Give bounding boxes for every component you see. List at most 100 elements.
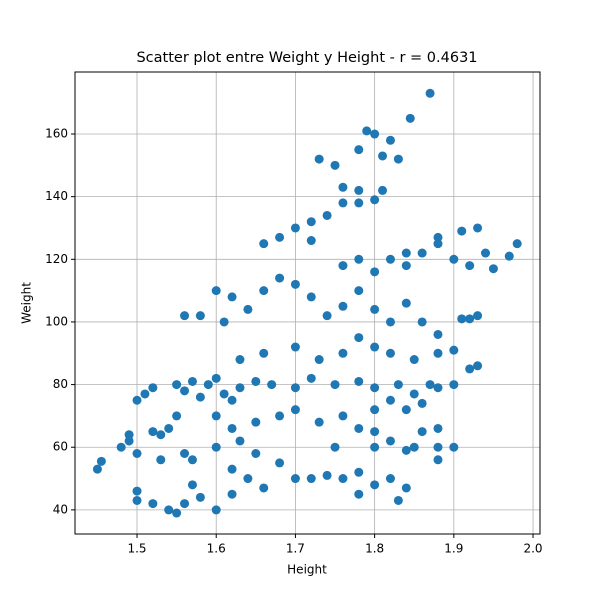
point	[370, 405, 380, 415]
point	[338, 474, 348, 484]
point	[259, 483, 269, 493]
point	[227, 464, 237, 474]
point	[251, 417, 261, 427]
point	[385, 135, 395, 145]
point	[267, 380, 277, 390]
point	[211, 505, 221, 515]
point	[457, 314, 467, 324]
point	[354, 145, 364, 155]
point	[124, 430, 134, 440]
point	[354, 467, 364, 477]
point	[164, 505, 174, 515]
x-tick-label: 1.8	[365, 542, 384, 556]
point	[227, 489, 237, 499]
x-tick-label: 1.6	[207, 542, 226, 556]
point	[409, 442, 419, 452]
point	[405, 113, 415, 123]
point	[235, 355, 245, 365]
point	[354, 376, 364, 386]
point	[195, 492, 205, 502]
point	[449, 345, 459, 355]
point	[187, 376, 197, 386]
point	[227, 292, 237, 302]
point	[473, 223, 483, 233]
point	[385, 348, 395, 358]
point	[306, 373, 316, 383]
point	[401, 298, 411, 308]
point	[124, 436, 134, 446]
point	[275, 273, 285, 283]
point	[132, 486, 142, 496]
point	[385, 436, 395, 446]
point	[203, 380, 213, 390]
point	[433, 383, 443, 393]
point	[338, 348, 348, 358]
point	[385, 474, 395, 484]
point	[243, 304, 253, 314]
point	[481, 248, 491, 258]
point	[338, 301, 348, 311]
x-tick-label: 1.7	[286, 542, 305, 556]
point	[449, 442, 459, 452]
point	[195, 311, 205, 321]
point	[449, 254, 459, 264]
point	[259, 239, 269, 249]
plot-frame	[74, 71, 541, 535]
x-axis-label: Height	[287, 563, 327, 577]
point	[409, 355, 419, 365]
point	[370, 267, 380, 277]
point	[449, 380, 459, 390]
point	[488, 264, 498, 274]
point	[140, 389, 150, 399]
y-tick-label: 80	[53, 377, 68, 391]
point	[473, 361, 483, 371]
point	[378, 185, 388, 195]
point	[227, 395, 237, 405]
point	[156, 455, 166, 465]
point	[401, 445, 411, 455]
point	[290, 474, 300, 484]
point	[393, 154, 403, 164]
point	[132, 449, 142, 459]
point	[251, 376, 261, 386]
point	[370, 383, 380, 393]
point	[354, 254, 364, 264]
point	[330, 442, 340, 452]
point	[172, 411, 182, 421]
point	[433, 348, 443, 358]
x-tick-label: 1.5	[127, 542, 146, 556]
point	[393, 495, 403, 505]
point	[370, 195, 380, 205]
point	[465, 364, 475, 374]
point	[322, 210, 332, 220]
point	[251, 449, 261, 459]
point	[433, 329, 443, 339]
point	[290, 342, 300, 352]
point	[354, 286, 364, 296]
point	[290, 223, 300, 233]
point	[148, 383, 158, 393]
point	[385, 317, 395, 327]
point	[156, 430, 166, 440]
point	[275, 411, 285, 421]
point	[132, 395, 142, 405]
y-tick-label: 120	[45, 252, 68, 266]
point	[378, 151, 388, 161]
point	[96, 456, 106, 466]
point	[243, 474, 253, 484]
x-tick-label: 2.0	[523, 542, 542, 556]
y-tick-label: 60	[53, 440, 68, 454]
x-tick-label: 1.9	[444, 542, 463, 556]
point	[172, 508, 182, 518]
point	[338, 182, 348, 192]
point	[465, 314, 475, 324]
point	[385, 395, 395, 405]
point	[465, 261, 475, 271]
point	[330, 380, 340, 390]
point	[409, 389, 419, 399]
point	[290, 405, 300, 415]
point	[457, 226, 467, 236]
point	[354, 185, 364, 195]
